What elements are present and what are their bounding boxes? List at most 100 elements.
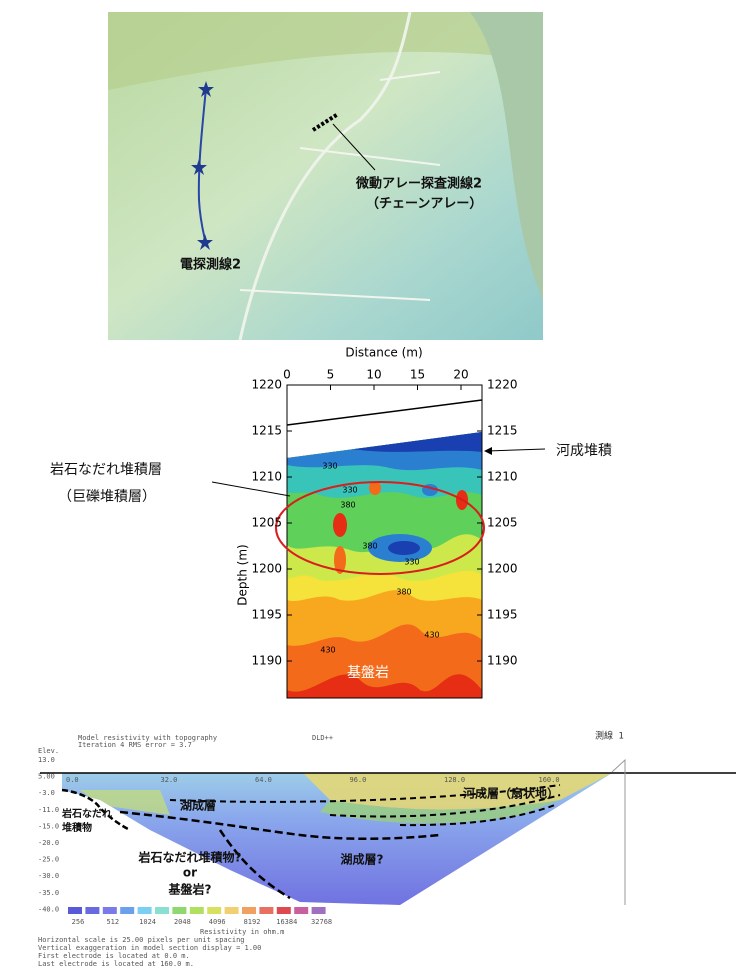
overlay-label: 堆積物 [62,821,92,834]
boundary [169,784,561,827]
overlay-label: 河成層（扇状地） [462,786,559,801]
header-text: 測線 1 [595,730,624,742]
y-axis-title: Elev. [38,747,59,755]
boundary [218,829,291,900]
survey-line [197,87,207,241]
colorbar-swatch [155,907,169,914]
road [239,71,441,301]
overlay-label: 湖成層 [180,798,216,813]
colorbar-swatch [276,907,291,914]
y-tick-label: 1215 [251,424,282,438]
contour-label: 330 [342,486,357,495]
y-tick-label: 1190 [251,654,282,668]
colorbar-swatch [224,907,239,914]
y-tick-label: -30.0 [38,872,59,880]
x-tick-label: 64.0 [255,776,272,784]
overlay-label: 基盤岩? [168,882,212,897]
map-label: （チェーンアレー） [366,196,482,212]
annotation: 基盤岩 [347,664,389,681]
contour-fill [287,432,482,698]
colorbar-swatch [189,907,204,914]
colorbar-swatch [242,907,256,914]
map-label: 電探測線2 [180,257,241,273]
section-edge [611,758,626,905]
x-tick-label: 0.0 [66,776,79,784]
y-tick-label: 1210 [251,470,282,484]
y-tick-label: 1195 [251,608,282,622]
plot-frame [286,384,483,699]
contour-label: 380 [396,588,411,597]
colorbar-label: 4096 [209,918,226,926]
y-tick-label: 1205 [487,516,518,530]
map-label: 微動アレー探査測線2 [355,176,482,192]
boundary [119,810,441,840]
y-tick-label: 13.0 [38,756,55,764]
leader-arrow [486,448,546,452]
colorbar-label: 2048 [174,918,191,926]
y-tick-label: -40.0 [38,905,59,913]
overlay-label: 湖成層? [341,852,384,867]
y-tick-label: -35.0 [38,889,59,897]
colorbar-swatch [120,907,135,914]
colorbar-swatch [294,907,309,914]
x-tick-label: 0 [283,368,291,382]
y-tick-label: 1220 [487,378,518,392]
leader-line [211,481,291,497]
profile-panel: Distance (m) Depth (m) 岩石なだれ堆積層 （巨礫堆 [50,346,612,699]
colorbar-label: 512 [106,918,119,926]
x-tick-label: 32.0 [161,776,178,784]
y-tick-label: 1190 [487,654,518,668]
map-panel: 微動アレー探査測線2 （チェーンアレー） 電探測線2 [108,11,543,341]
electrode-stars [191,81,214,250]
x-tick-label: 20 [453,368,468,382]
y-tick-label: 1210 [487,470,518,484]
y-tick-label: 1195 [487,608,518,622]
x-tick-label: 128.0 [444,776,465,784]
highlight-ellipse [275,481,485,575]
footer-text: Horizontal scale is 25.00 pixels per uni… [38,936,245,944]
colorbar-swatch [137,907,152,914]
footer-text: Vertical exaggeration in model section d… [38,944,261,952]
x-tick-label: 10 [366,368,381,382]
colorbar-swatch [102,907,117,914]
y-axis-title: Depth (m) [236,544,250,605]
y-tick-label: 1215 [487,424,518,438]
y-tick-label: 1205 [251,516,282,530]
leader-line [332,123,376,171]
y-tick-label: -3.0 [38,789,55,797]
colorbar-swatch [172,907,187,914]
terrain [108,12,543,90]
arrow-head [484,447,492,455]
colorbar-swatch [85,907,100,914]
header-text: Iteration 4 RMS error = 3.7 [78,741,192,749]
section-panel: Model resistivity with topography Iterat… [38,730,736,968]
y-tick-label: 1200 [251,562,282,576]
terrain [470,12,543,300]
x-tick-label: 15 [410,368,425,382]
header-text: Model resistivity with topography [78,734,217,742]
annotation: （巨礫堆積層） [58,489,156,505]
colorbar-label: 256 [72,918,85,926]
overlay-label: or [183,866,197,880]
y-tick-label: 5.00 [38,773,55,781]
x-tick-label: 5 [327,368,335,382]
overlay-label: 岩石なだれ堆積物? [138,850,242,865]
header-text: DLD++ [312,734,333,742]
contour-label: 430 [320,646,335,655]
y-tick-label: -20.0 [38,839,59,847]
y-tick-label: -11.0 [38,806,59,814]
x-tick-label: 160.0 [539,776,560,784]
x-axis-title: Distance (m) [345,346,422,360]
colorbar-label: 32768 [311,918,332,926]
x-tick-label: 96.0 [350,776,367,784]
overlay-label: 岩石なだれ [61,807,112,820]
footer-text: First electrode is located at 0.0 m. [38,952,190,960]
colorbar-swatch [311,907,326,914]
colorbar-label: 8192 [244,918,261,926]
colorbar-title: Resistivity in ohm.m [200,928,284,936]
y-tick-label: 1200 [487,562,518,576]
contour-label: 330 [404,558,419,567]
contour-label: 430 [424,631,439,640]
